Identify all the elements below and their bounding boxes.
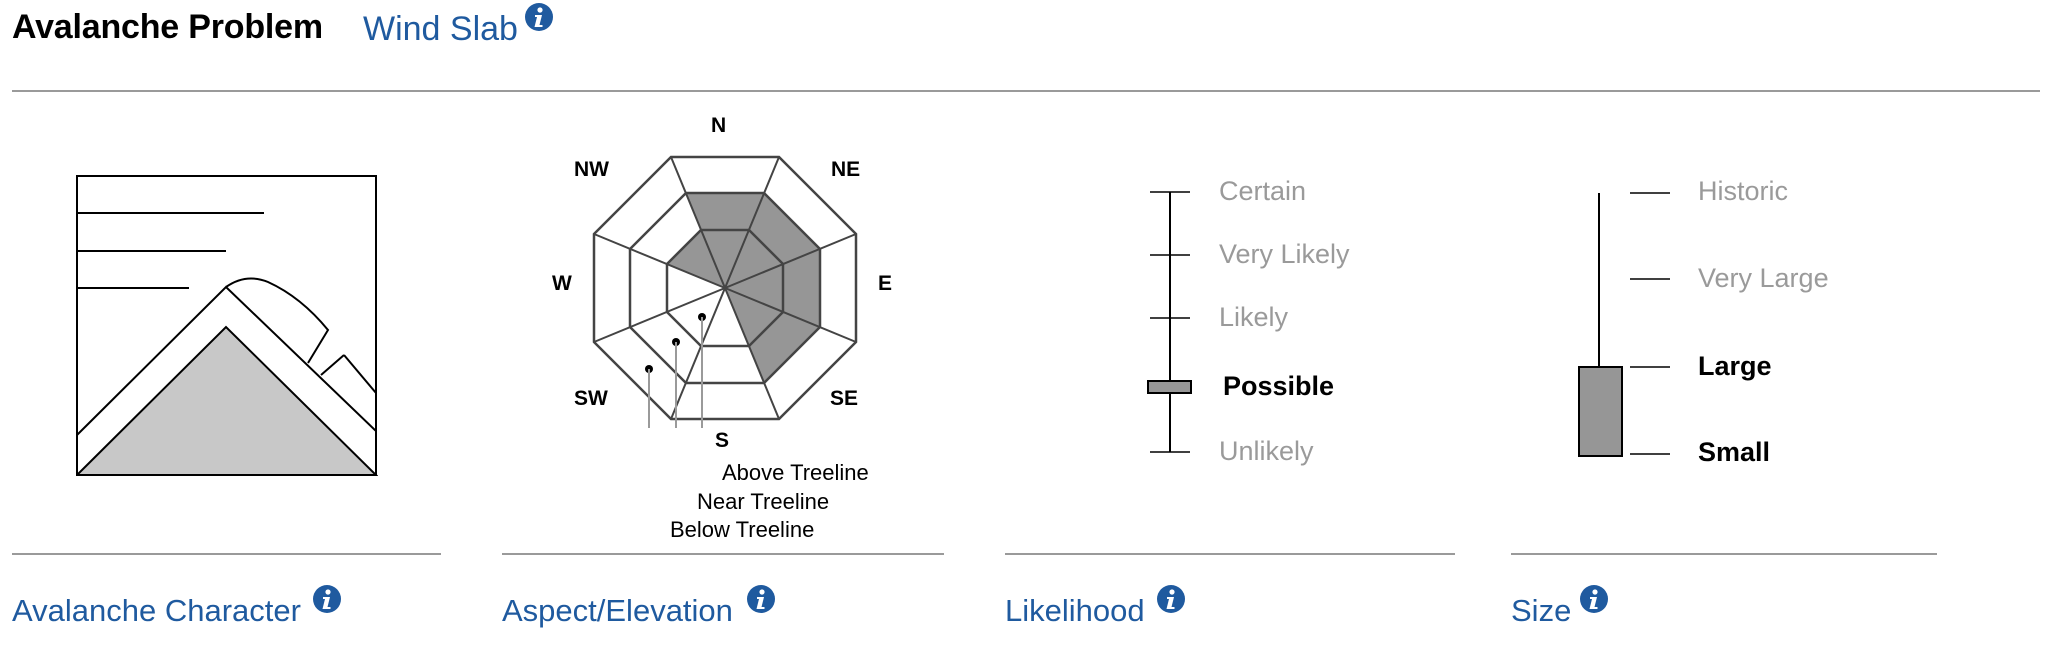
size-small: Small [1698,437,1771,467]
likelihood-certain: Certain [1219,176,1307,206]
panel-divider [12,553,441,555]
info-icon[interactable] [746,584,776,614]
likelihood-marker [1147,380,1192,394]
likelihood-very-likely: Very Likely [1219,239,1350,269]
likelihood-possible: Possible [1223,371,1335,401]
elevation-below-label: Below Treeline [670,517,815,542]
panel-divider [502,553,944,555]
compass-w: W [552,272,572,295]
elevation-near-label: Near Treeline [697,489,830,514]
compass-e: E [878,272,893,295]
compass-se: SE [830,387,859,410]
info-icon[interactable] [524,2,554,32]
panel-divider [1511,553,1937,555]
size-link[interactable]: Size [1511,593,1572,628]
avalanche-character-illustration [76,175,378,476]
section-title: Avalanche Problem [12,8,323,46]
compass-ne: NE [831,158,861,181]
problem-type-link[interactable]: Wind Slab [363,10,518,48]
compass-nw: NW [574,158,609,181]
header-divider [12,90,2040,92]
compass-sw: SW [574,387,608,410]
compass-n: N [711,114,727,137]
aspect-elevation-link[interactable]: Aspect/Elevation [502,593,733,628]
info-icon[interactable] [312,584,342,614]
likelihood-unlikely: Unlikely [1219,436,1314,466]
size-range-bar [1578,366,1623,457]
avalanche-character-link[interactable]: Avalanche Character [12,593,301,628]
elevation-above-label: Above Treeline [722,460,869,485]
size-scale [1578,192,1670,457]
likelihood-likely: Likely [1219,302,1289,332]
likelihood-scale [1147,191,1192,453]
panel-divider [1005,553,1455,555]
size-very-large: Very Large [1698,263,1829,293]
info-icon[interactable] [1156,584,1186,614]
aspect-elevation-rose [592,155,858,428]
info-icon[interactable] [1579,584,1609,614]
compass-s: S [715,429,730,452]
size-large: Large [1698,351,1772,381]
likelihood-link[interactable]: Likelihood [1005,593,1145,628]
size-historic: Historic [1698,176,1789,206]
